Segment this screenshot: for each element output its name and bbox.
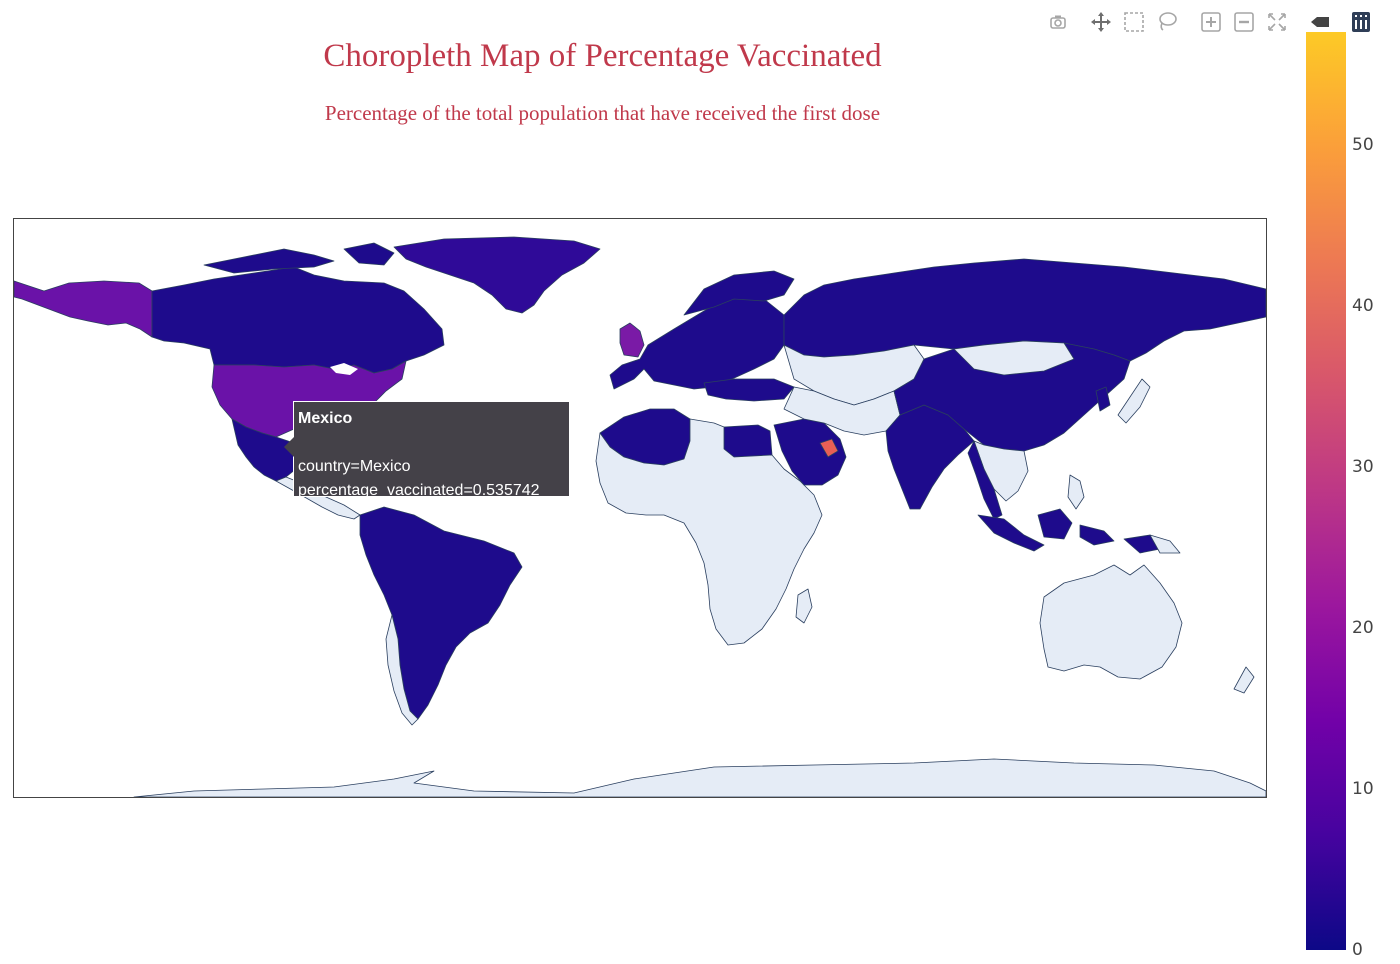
tooltip-title: Mexico xyxy=(298,410,353,427)
reset-view-icon[interactable] xyxy=(1263,8,1291,36)
country-indonesia-borneo[interactable] xyxy=(1037,508,1073,540)
tooltip-arrow xyxy=(284,437,294,457)
tooltip-line-value: percentage_vaccinated=0.535742 xyxy=(298,482,540,499)
colorbar-gradient xyxy=(1306,32,1346,950)
country-png[interactable] xyxy=(1149,534,1181,554)
country-greenland[interactable] xyxy=(393,236,601,314)
country-canada-islands[interactable] xyxy=(203,248,335,274)
country-indonesia-east[interactable] xyxy=(1079,524,1115,546)
region-antarctica[interactable] xyxy=(133,758,1266,797)
chart-title: Choropleth Map of Percentage Vaccinated xyxy=(323,38,882,74)
zoom-in-icon[interactable] xyxy=(1197,8,1225,36)
pan-icon[interactable] xyxy=(1087,8,1115,36)
country-united-kingdom[interactable] xyxy=(619,322,645,358)
country-uae[interactable] xyxy=(819,438,839,458)
colorbar-tick-label: 20 xyxy=(1352,617,1374,638)
country-china[interactable] xyxy=(893,340,1131,452)
country-japan[interactable] xyxy=(1117,378,1151,424)
tooltip-spacer xyxy=(298,431,569,455)
map-frame[interactable] xyxy=(13,218,1267,798)
colorbar-tick-label: 10 xyxy=(1352,778,1374,799)
camera-icon[interactable] xyxy=(1044,8,1072,36)
country-mongolia[interactable] xyxy=(953,340,1075,376)
colorbar-tick-label: 0 xyxy=(1352,940,1363,960)
country-madagascar[interactable] xyxy=(795,588,813,624)
box-select-icon[interactable] xyxy=(1120,8,1148,36)
country-indonesia[interactable] xyxy=(977,514,1045,552)
chart-subtitle: Percentage of the total population that … xyxy=(324,101,881,125)
region-scandinavia[interactable] xyxy=(683,270,795,316)
country-canada[interactable] xyxy=(151,266,445,374)
compare-data-icon[interactable] xyxy=(1305,8,1333,36)
country-egypt[interactable] xyxy=(723,424,773,458)
region-turkey[interactable] xyxy=(703,378,795,402)
country-alaska[interactable] xyxy=(14,280,153,338)
colorbar-tick-label: 30 xyxy=(1352,456,1374,477)
region-sub-saharan-africa[interactable] xyxy=(595,418,823,646)
colorbar-tick-label: 40 xyxy=(1352,295,1374,316)
country-philippines[interactable] xyxy=(1067,474,1085,510)
country-canada-islands-2[interactable] xyxy=(343,242,395,266)
hover-tooltip: Mexico country=Mexico percentage_vaccina… xyxy=(284,401,570,499)
country-new-zealand[interactable] xyxy=(1233,666,1255,694)
great-lakes xyxy=(330,363,358,375)
lasso-select-icon[interactable] xyxy=(1153,8,1181,36)
colorbar xyxy=(1306,32,1346,950)
world-map[interactable] xyxy=(14,219,1266,797)
country-australia[interactable] xyxy=(1039,564,1183,680)
country-korea[interactable] xyxy=(1095,386,1111,412)
tooltip-line-country: country=Mexico xyxy=(298,458,411,475)
zoom-out-icon[interactable] xyxy=(1230,8,1258,36)
country-chile[interactable] xyxy=(385,614,419,726)
colorbar-tick-label: 50 xyxy=(1352,134,1374,155)
plotly-logo-icon[interactable] xyxy=(1347,8,1375,36)
country-brazil-south-america[interactable] xyxy=(359,506,523,720)
